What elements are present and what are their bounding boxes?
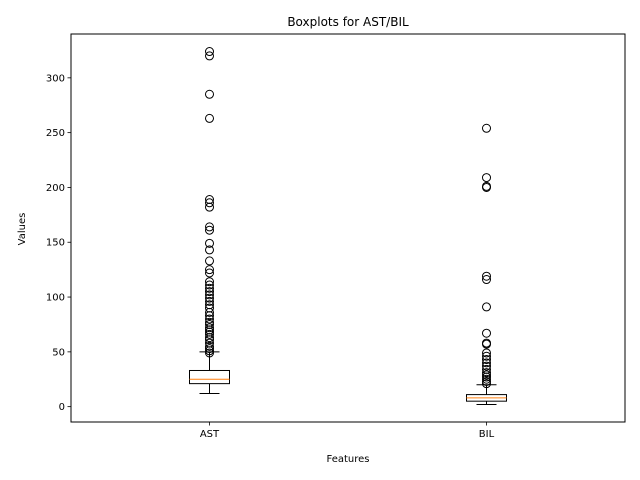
outlier-point	[482, 275, 491, 285]
outlier-point	[205, 89, 214, 99]
outlier-point	[205, 290, 214, 300]
x-tick-label: AST	[200, 429, 220, 440]
outlier-point	[205, 238, 214, 248]
outlier-point	[205, 113, 214, 123]
outlier-point	[482, 348, 491, 358]
outlier-point	[205, 283, 214, 293]
outlier-point	[205, 314, 214, 324]
outlier-point	[205, 265, 214, 275]
chart-marks: 0 50 100 150 200 250 300 AST BIL	[46, 47, 507, 440]
outlier-point	[205, 348, 214, 358]
y-tick-label: 50	[52, 347, 65, 358]
outlier-point	[205, 51, 214, 61]
outlier-point	[205, 317, 214, 327]
outlier-point	[205, 287, 214, 297]
x-tick-label: BIL	[479, 429, 495, 440]
outlier-point	[482, 361, 491, 371]
outlier-point	[482, 302, 491, 312]
x-axis-label: Features	[327, 454, 370, 465]
plot-area-frame	[70, 33, 626, 423]
outlier-point	[205, 268, 214, 278]
y-axis-label: Values	[17, 213, 28, 246]
y-tick-label: 0	[59, 402, 65, 413]
outlier-point	[205, 338, 214, 348]
y-tick-label: 200	[46, 183, 65, 194]
outlier-point	[205, 319, 214, 329]
outlier-point	[482, 379, 491, 389]
outlier-point	[482, 123, 491, 133]
y-tick-label: 250	[46, 128, 65, 139]
outlier-point	[482, 355, 491, 365]
outlier-point	[205, 296, 214, 306]
outlier-point	[205, 303, 214, 313]
outlier-point	[482, 374, 491, 384]
outlier-point	[482, 328, 491, 338]
outlier-point	[482, 370, 491, 380]
chart-title: Boxplots for AST/BIL	[287, 15, 409, 29]
outlier-point	[205, 280, 214, 290]
outlier-point	[482, 368, 491, 378]
outlier-point	[205, 300, 214, 310]
box-iqr	[189, 369, 230, 385]
outlier-point	[205, 344, 214, 354]
outlier-point	[205, 293, 214, 303]
outlier-point	[482, 338, 491, 348]
outlier-point	[205, 277, 214, 287]
outlier-point	[205, 195, 214, 205]
outlier-point	[205, 198, 214, 208]
outlier-point	[205, 245, 214, 255]
outlier-point	[482, 271, 491, 281]
outlier-point	[205, 222, 214, 232]
outlier-point	[482, 351, 491, 361]
outlier-point	[205, 329, 214, 339]
y-tick-label: 100	[46, 293, 65, 304]
y-tick-label: 150	[46, 238, 65, 249]
outlier-point	[482, 376, 491, 386]
outlier-point	[205, 341, 214, 351]
outlier-point	[482, 364, 491, 374]
outlier-point	[482, 181, 491, 191]
outlier-point	[205, 256, 214, 266]
outlier-point	[205, 323, 214, 333]
outlier-point	[482, 358, 491, 368]
outlier-point	[205, 225, 214, 235]
y-tick-label: 300	[46, 73, 65, 84]
outlier-point	[205, 47, 214, 57]
outlier-point	[482, 173, 491, 183]
